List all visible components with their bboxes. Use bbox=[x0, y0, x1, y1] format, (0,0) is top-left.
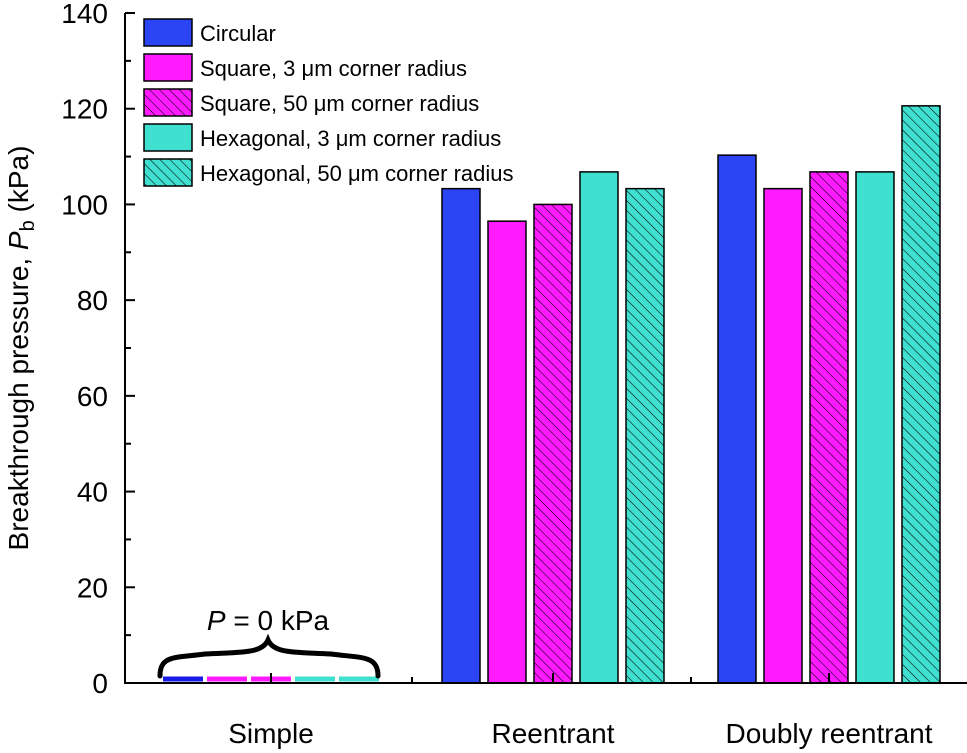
bar bbox=[579, 171, 619, 684]
legend-label: Hexagonal, 50 μm corner radius bbox=[200, 161, 514, 186]
y-tick-label: 80 bbox=[77, 285, 108, 316]
legend-swatch bbox=[143, 88, 193, 117]
legend-label: Square, 50 μm corner radius bbox=[200, 91, 479, 116]
bar bbox=[533, 203, 573, 684]
y-tick-label: 140 bbox=[61, 0, 108, 29]
y-tick-label: 40 bbox=[77, 477, 108, 508]
y-tick-label: 0 bbox=[92, 668, 108, 699]
bars-layer bbox=[441, 105, 941, 684]
bar bbox=[441, 187, 481, 684]
legend-label: Hexagonal, 3 μm corner radius bbox=[200, 126, 501, 151]
legend-label: Square, 3 μm corner radius bbox=[200, 56, 467, 81]
y-tick-label: 60 bbox=[77, 381, 108, 412]
curly-brace bbox=[157, 633, 381, 679]
legend-swatch bbox=[143, 158, 193, 187]
x-tick-label: Reentrant bbox=[492, 718, 615, 749]
bar bbox=[625, 187, 665, 684]
y-tick-label: 120 bbox=[61, 94, 108, 125]
y-axis-title: Breakthrough pressure, Pb (kPa) bbox=[3, 146, 39, 551]
bar bbox=[809, 171, 849, 684]
legend: Circular Square, 3 μm corner radius Square… bbox=[143, 18, 514, 187]
y-tick-label: 100 bbox=[61, 189, 108, 220]
x-tick-label: Simple bbox=[228, 718, 314, 749]
zero-annotation: P = 0 kPa bbox=[207, 605, 330, 636]
bar bbox=[763, 187, 803, 684]
x-tick-label: Doubly reentrant bbox=[725, 718, 932, 749]
bar bbox=[855, 171, 895, 684]
legend-swatch bbox=[143, 53, 193, 82]
legend-swatch bbox=[143, 123, 193, 152]
legend-swatch bbox=[143, 18, 193, 47]
bar bbox=[901, 105, 941, 684]
y-tick-label: 20 bbox=[77, 572, 108, 603]
legend-label: Circular bbox=[200, 21, 276, 46]
x-ticks: Simple Reentrant Doubly reentrant bbox=[228, 673, 933, 749]
bar bbox=[717, 154, 757, 684]
y-ticks: 0 20 40 60 80 100 120 140 bbox=[61, 0, 135, 699]
bar bbox=[487, 220, 527, 684]
